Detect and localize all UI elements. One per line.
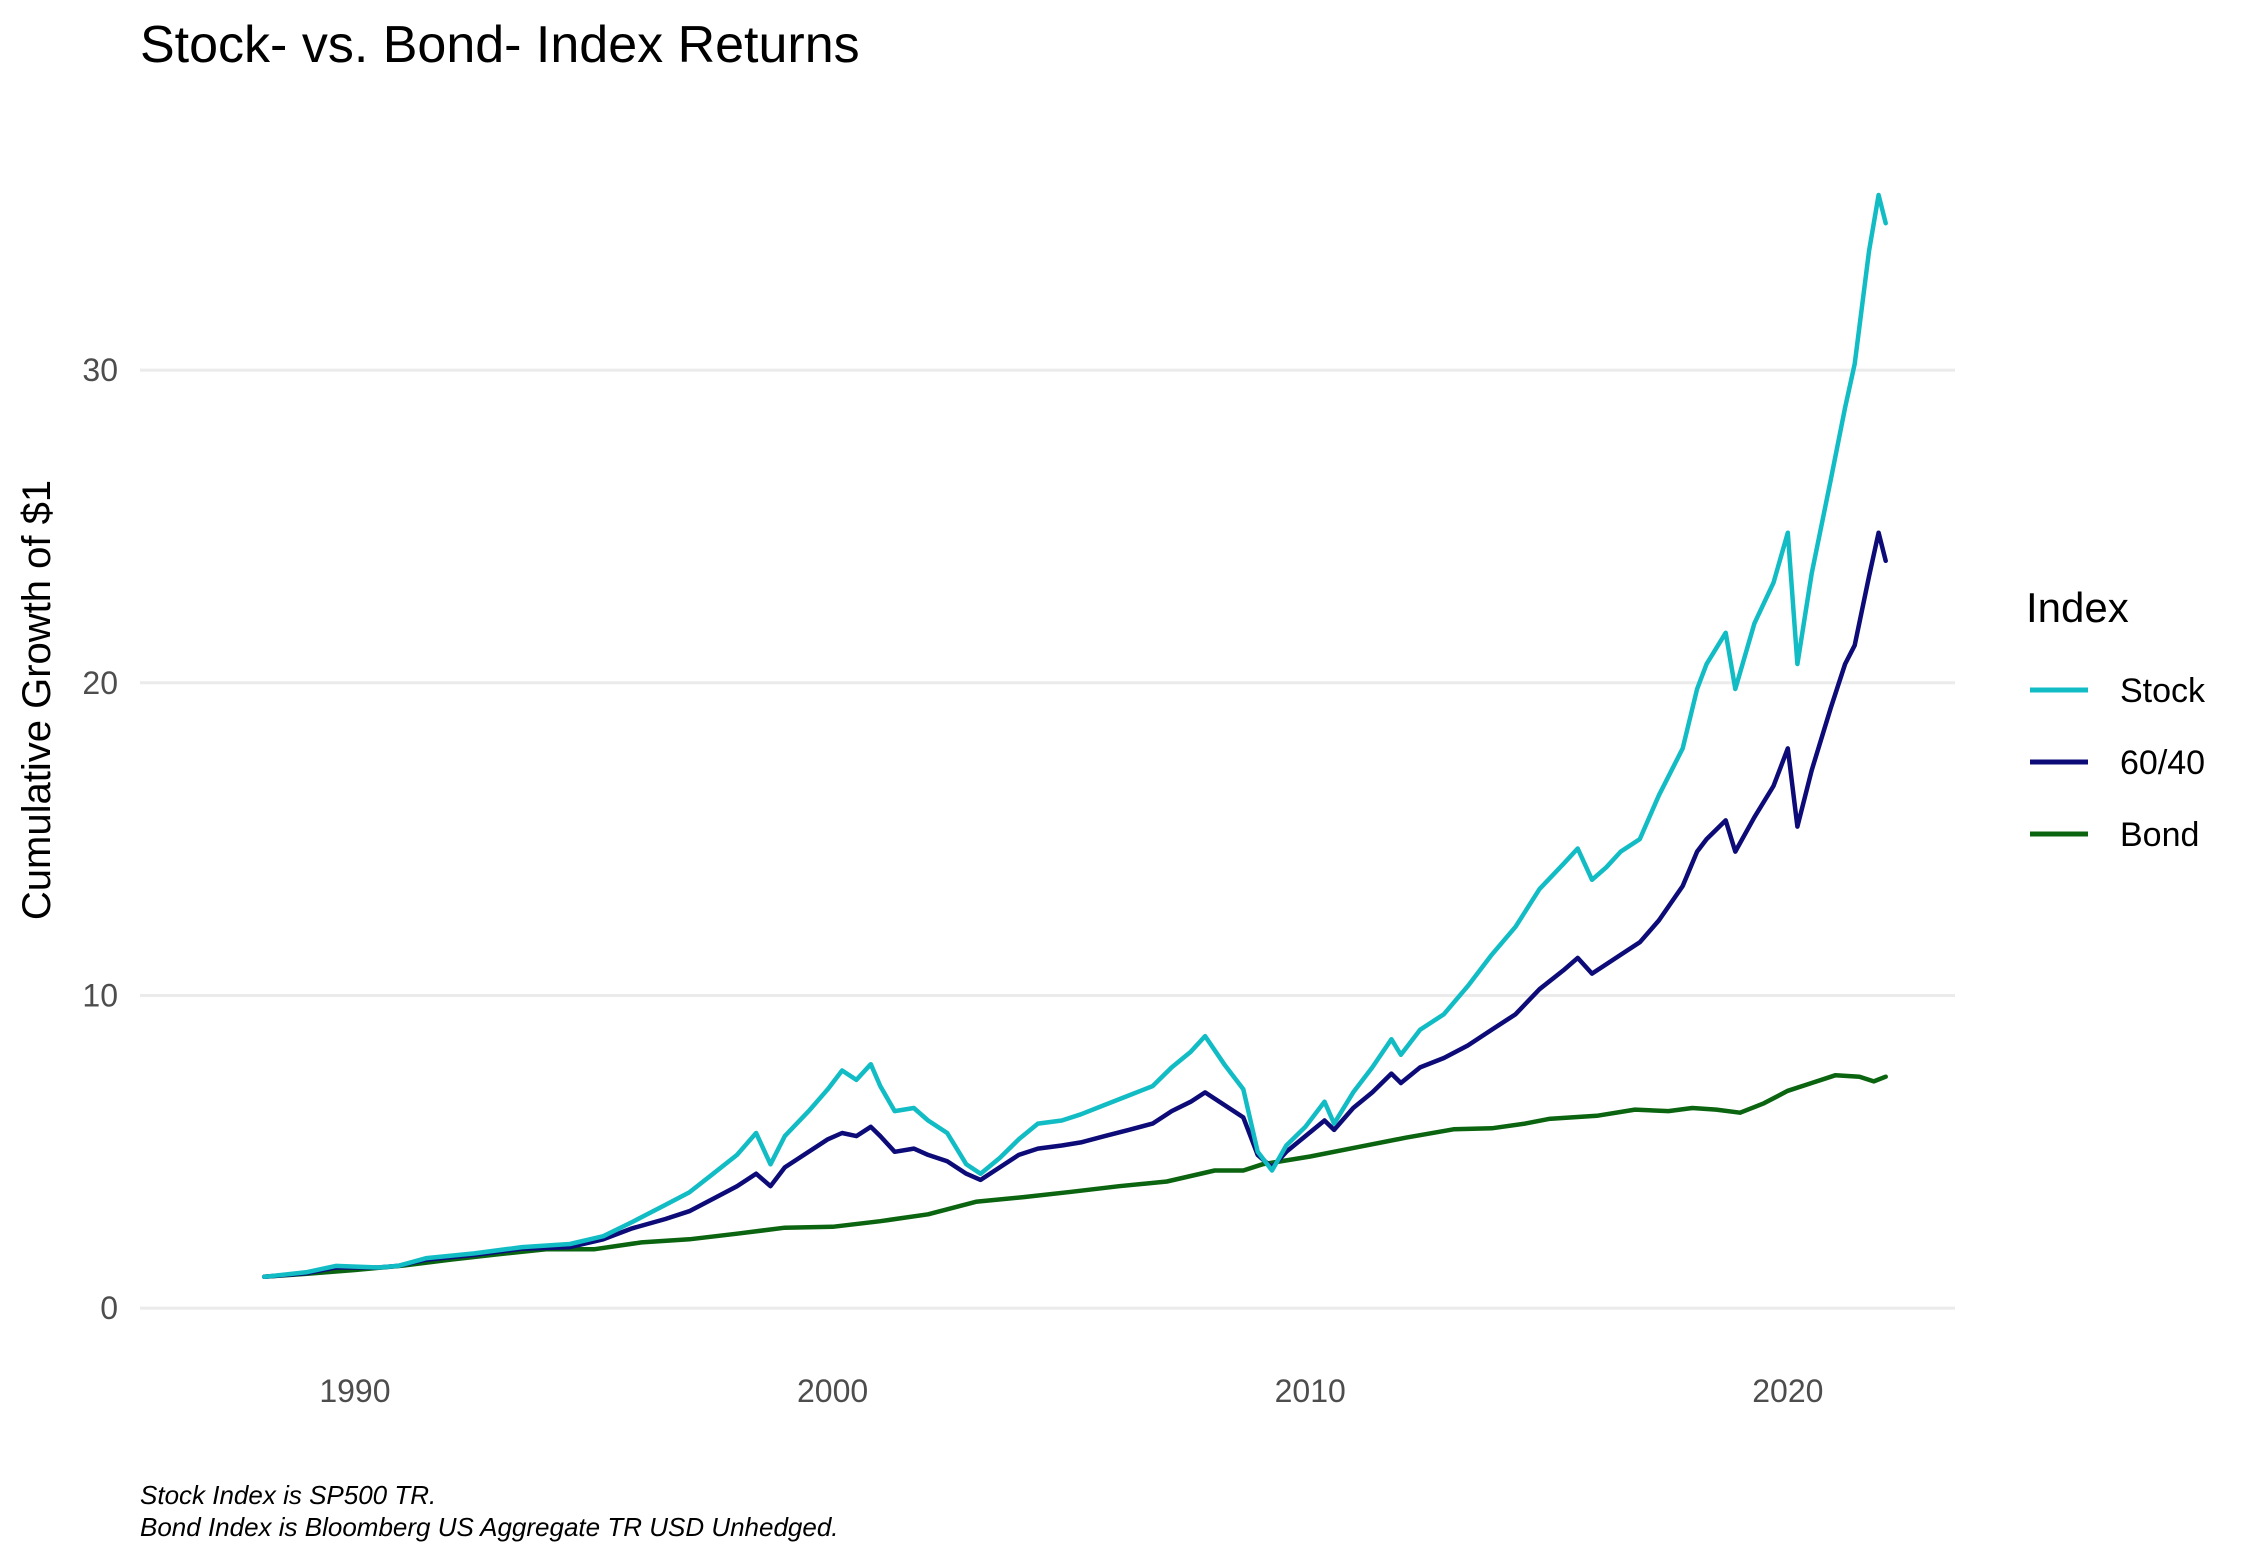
x-tick-label: 1990 [319, 1373, 390, 1409]
y-tick-label: 10 [82, 977, 118, 1013]
series-line-stock [261, 192, 1888, 1280]
legend-label: Bond [2120, 816, 2199, 854]
y-axis-ticks: 0 10 20 30 [82, 352, 118, 1326]
caption-line-2: Bond Index is Bloomberg US Aggregate TR … [140, 1512, 839, 1542]
legend-label: 60/40 [2120, 744, 2205, 782]
y-tick-label: 0 [100, 1290, 118, 1326]
y-axis-label: Cumulative Growth of $1 [15, 480, 59, 920]
series-lines [261, 192, 1888, 1280]
y-tick-label: 30 [82, 352, 118, 388]
legend-label: Stock [2120, 672, 2206, 710]
x-tick-label: 2020 [1752, 1373, 1823, 1409]
legend: Index Stock 60/40 Bond [2026, 584, 2206, 854]
series-line-bond [261, 1072, 1888, 1280]
x-tick-label: 2000 [797, 1373, 868, 1409]
legend-title: Index [2026, 584, 2129, 631]
x-tick-label: 2010 [1275, 1373, 1346, 1409]
gridlines [140, 368, 1955, 1310]
caption-line-1: Stock Index is SP500 TR. [140, 1480, 436, 1510]
chart-title: Stock- vs. Bond- Index Returns [140, 16, 860, 74]
series-line-60-40 [261, 530, 1888, 1280]
x-axis-ticks: 1990 2000 2010 2020 [319, 1373, 1823, 1409]
y-tick-label: 20 [82, 665, 118, 701]
